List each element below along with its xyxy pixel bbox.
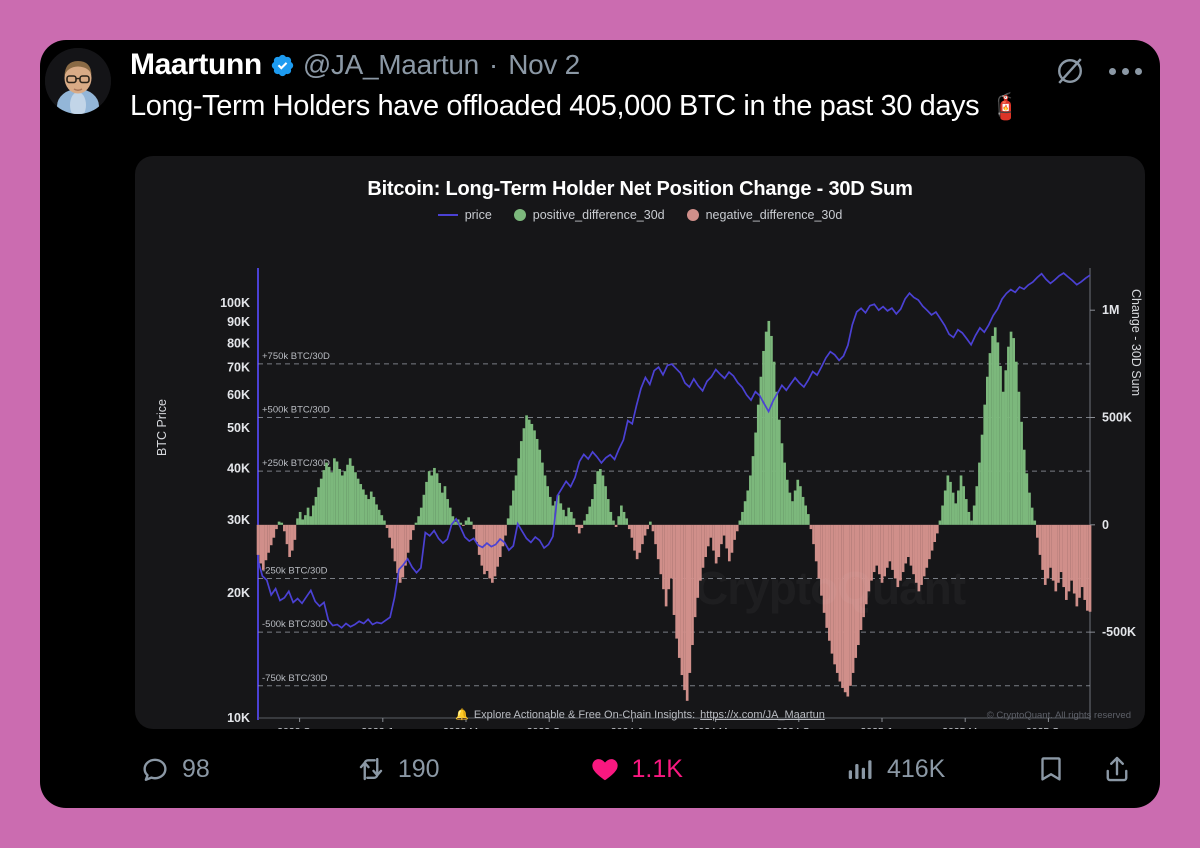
legend-item-positive[interactable]: positive_difference_30d bbox=[513, 208, 665, 222]
svg-text:2024 May: 2024 May bbox=[693, 726, 740, 729]
svg-text:10K: 10K bbox=[227, 711, 250, 725]
legend-item-price[interactable]: price bbox=[437, 208, 492, 222]
svg-text:2025 May: 2025 May bbox=[942, 726, 989, 729]
svg-text:40K: 40K bbox=[227, 461, 250, 475]
display-name[interactable]: Maartunn bbox=[130, 48, 262, 81]
verified-badge-icon bbox=[270, 53, 295, 78]
bell-icon: 🔔 bbox=[455, 709, 469, 721]
chart-title: Bitcoin: Long-Term Holder Net Position C… bbox=[367, 178, 913, 200]
author-row: Maartunn @JA_Maartun · Nov 2 bbox=[130, 48, 580, 82]
svg-text:100K: 100K bbox=[220, 296, 250, 310]
retweet-count: 190 bbox=[397, 754, 440, 783]
svg-text:+250k BTC/30D: +250k BTC/30D bbox=[262, 458, 330, 469]
bookmark-button[interactable] bbox=[1036, 754, 1066, 784]
svg-text:2023 Jan: 2023 Jan bbox=[361, 726, 404, 729]
svg-text:20K: 20K bbox=[227, 586, 250, 600]
tweet-header: Maartunn @JA_Maartun · Nov 2 Long-Term H… bbox=[40, 40, 1160, 140]
chart-panel[interactable]: Bitcoin: Long-Term Holder Net Position C… bbox=[135, 156, 1145, 729]
chart-footer: 🔔 Explore Actionable & Free On-Chain Ins… bbox=[135, 708, 1145, 722]
views-count: 416K bbox=[886, 754, 946, 783]
svg-text:30K: 30K bbox=[227, 513, 250, 527]
chart-copyright: © CryptoQuant. All rights reserved bbox=[986, 710, 1131, 721]
svg-text:2025 Jan: 2025 Jan bbox=[860, 726, 903, 729]
svg-text:-500K: -500K bbox=[1102, 625, 1136, 639]
legend-item-negative[interactable]: negative_difference_30d bbox=[686, 208, 843, 222]
y-axis-left-title: BTC Price bbox=[155, 399, 169, 456]
svg-text:70K: 70K bbox=[227, 360, 250, 374]
reply-button[interactable]: 98 bbox=[140, 754, 210, 784]
legend-label: price bbox=[464, 208, 492, 222]
like-button[interactable]: 1.1K bbox=[590, 754, 683, 784]
avatar-image bbox=[45, 48, 111, 114]
analytics-icon bbox=[848, 760, 872, 779]
bookmark-icon bbox=[1041, 757, 1061, 781]
svg-text:-500k BTC/30D: -500k BTC/30D bbox=[262, 619, 328, 630]
dot bbox=[1109, 67, 1116, 75]
tweet-text: Long-Term Holders have offloaded 405,000… bbox=[130, 90, 980, 122]
chart-svg: +750k BTC/30D +500k BTC/30D +250k BTC/30D -… bbox=[220, 268, 1136, 729]
svg-text:0: 0 bbox=[1102, 518, 1109, 532]
tweet-text-row: Long-Term Holders have offloaded 405,000… bbox=[130, 90, 1022, 123]
separator: · bbox=[488, 49, 499, 80]
svg-text:50K: 50K bbox=[227, 421, 250, 435]
legend-line-marker bbox=[437, 214, 458, 216]
reply-count: 98 bbox=[182, 754, 210, 783]
svg-text:2025 Sep: 2025 Sep bbox=[1026, 726, 1071, 729]
timestamp[interactable]: Nov 2 bbox=[508, 49, 580, 80]
share-button[interactable] bbox=[1102, 754, 1132, 784]
chart-footer-link[interactable]: https://x.com/JA_Maartun bbox=[700, 708, 825, 721]
svg-text:2024 Jan: 2024 Jan bbox=[611, 726, 654, 729]
like-count: 1.1K bbox=[631, 754, 683, 783]
engagement-right-group bbox=[1036, 754, 1132, 784]
svg-text:60K: 60K bbox=[227, 388, 250, 402]
svg-text:500K: 500K bbox=[1102, 411, 1132, 425]
reply-icon bbox=[143, 758, 167, 781]
svg-text:+750k BTC/30D: +750k BTC/30D bbox=[262, 351, 330, 362]
tweet-card: Maartunn @JA_Maartun · Nov 2 Long-Term H… bbox=[40, 40, 1160, 808]
chart-footer-text: Explore Actionable & Free On-Chain Insig… bbox=[473, 708, 696, 721]
retweet-button[interactable]: 190 bbox=[356, 754, 440, 784]
svg-text:1M: 1M bbox=[1102, 303, 1119, 317]
fire-extinguisher-emoji: 🧯 bbox=[989, 91, 1022, 121]
svg-text:-250k BTC/30D: -250k BTC/30D bbox=[262, 565, 328, 576]
svg-text:90K: 90K bbox=[227, 315, 250, 329]
legend-label: positive_difference_30d bbox=[532, 208, 665, 222]
avatar[interactable] bbox=[45, 48, 111, 114]
y-axis-right-title: Change - 30D Sum bbox=[1129, 288, 1143, 396]
svg-text:2022 Sep: 2022 Sep bbox=[277, 726, 322, 729]
legend-dot-marker bbox=[513, 209, 526, 221]
dot bbox=[1122, 67, 1129, 75]
dot bbox=[1135, 67, 1142, 75]
svg-text:+500k BTC/30D: +500k BTC/30D bbox=[262, 405, 330, 416]
heart-icon bbox=[591, 759, 618, 781]
svg-text:2023 Sep: 2023 Sep bbox=[527, 726, 572, 729]
retweet-icon bbox=[359, 757, 382, 781]
svg-text:2024 Sep: 2024 Sep bbox=[776, 726, 821, 729]
handle[interactable]: @JA_Maartun bbox=[302, 49, 479, 80]
grok-slash-icon[interactable] bbox=[1053, 54, 1087, 88]
views-button[interactable]: 416K bbox=[845, 754, 945, 784]
svg-text:80K: 80K bbox=[227, 336, 250, 350]
chart-legend: price positive_difference_30d negative_d… bbox=[135, 208, 1145, 222]
plot-area: +750k BTC/30D +500k BTC/30D +250k BTC/30D -… bbox=[135, 156, 1145, 729]
svg-text:2023 May: 2023 May bbox=[443, 726, 490, 729]
share-icon bbox=[1106, 756, 1128, 782]
legend-dot-marker bbox=[686, 209, 699, 221]
engagement-bar: 98 190 1.1K bbox=[40, 730, 1160, 808]
more-horizontal-icon[interactable] bbox=[1109, 67, 1142, 75]
legend-label: negative_difference_30d bbox=[705, 208, 843, 222]
header-actions bbox=[1053, 54, 1142, 88]
svg-text:-750k BTC/30D: -750k BTC/30D bbox=[262, 673, 328, 684]
